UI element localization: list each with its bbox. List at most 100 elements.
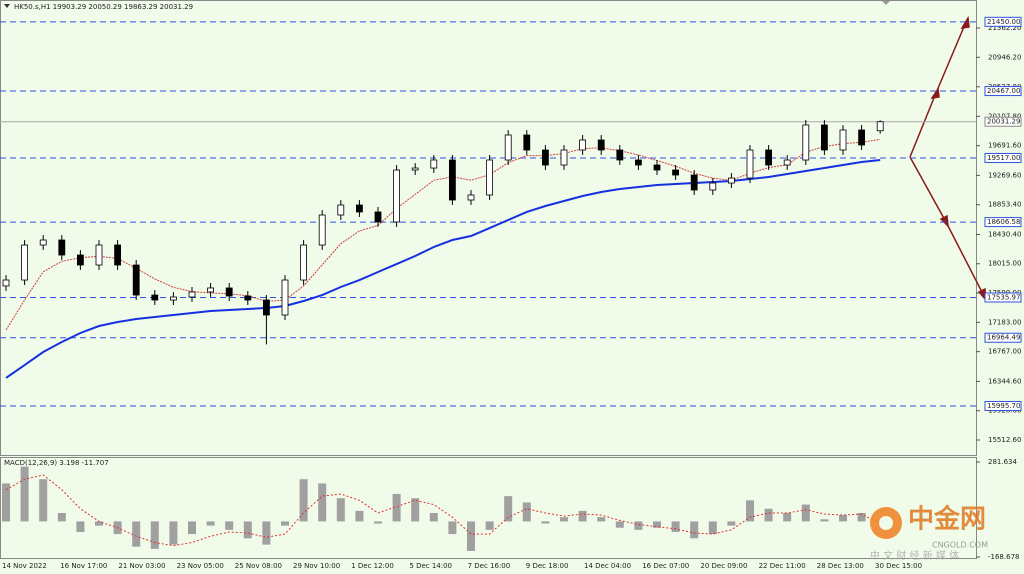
y-tick-label: 20107.80 [988,112,1021,120]
x-tick-label: 14 Nov 2022 [2,562,47,570]
candle-body [876,121,884,132]
y-tick-label: 281.634 [988,458,1017,466]
candle-body [337,204,345,216]
macd-bar [281,521,289,526]
macd-bar [169,521,178,545]
macd-bar [541,521,550,524]
y-tick-label: 18430.40 [988,230,1021,238]
candle-body [411,167,419,171]
candle-body [597,139,605,151]
macd-frame [0,457,977,559]
candle-body [523,134,531,151]
macd-bar [262,521,271,545]
macd-bar [690,521,699,539]
candle-body [188,291,196,298]
level-box [984,292,1022,303]
macd-bar [746,500,754,522]
watermark: 中金网 CNGOLD.COM 中 文 财 经 新 媒 体 [870,504,988,562]
candle-body [672,169,679,176]
x-tick-label: 28 Dec 13:00 [817,562,864,570]
y-tick-label: 16767.00 [988,348,1021,356]
y-tick-label: 15512.60 [988,436,1021,444]
macd-bar [857,512,866,522]
macd-bar [615,521,624,528]
candle-body [802,124,810,161]
candle-body [690,174,698,191]
macd-bar [764,508,773,522]
watermark-site: CNGOLD.COM [932,541,988,550]
candle-body [542,149,549,166]
y-tick-label: 19269.60 [988,171,1021,179]
x-tick-label: 21 Nov 03:00 [118,562,165,570]
macd-bar [225,521,234,530]
y-tick-label: 17183.00 [988,318,1021,326]
macd-bar [188,521,196,535]
candle-body [281,279,289,316]
x-tick-label: 16 Nov 17:00 [60,562,107,570]
level-label: 19517.00 [987,154,1020,162]
level-box [984,86,1022,97]
macd-bar [243,521,252,539]
shift-marker [882,1,890,5]
watermark-name: 中金网 [908,504,986,535]
y-tick-label: 19691.60 [988,142,1021,150]
x-tick-label: 5 Dec 14:00 [409,562,452,570]
macd-bar [95,521,103,526]
candle-body [151,294,159,301]
candle-body [858,129,865,146]
macd-bar [20,466,29,522]
candle-body [95,244,103,266]
macd-bar [57,512,66,522]
x-tick-label: 1 Dec 12:00 [351,562,394,570]
macd-bar [39,479,48,522]
forecast-arrows [909,15,987,303]
candle-body [374,211,382,223]
level-label: 17535.97 [987,293,1020,301]
macd-bar [820,519,829,522]
candle-body [783,159,791,166]
macd-bar [2,483,10,522]
macd-bar [560,517,568,522]
macd-bar [783,512,792,522]
x-tick-label: 9 Dec 18:00 [526,562,569,570]
x-tick-label: 25 Nov 08:00 [235,562,282,570]
macd-bar [578,510,587,522]
candle-body [207,287,215,293]
candle-body [746,149,754,179]
macd-bar [467,521,475,551]
candle-body [616,149,624,161]
menu-icon[interactable] [4,4,10,8]
candle-body [132,264,140,296]
candle-body [39,239,47,246]
candle-body [709,182,717,191]
y-tick-label: -168.678 [988,553,1019,561]
main-frame [0,0,977,456]
macd-bar [299,479,308,522]
candle-body [318,214,326,246]
macd-bar [708,521,717,535]
candle-body [430,159,438,169]
macd-bar [597,517,606,522]
macd-bar [485,521,494,530]
y-tick-label: 18015.00 [988,260,1021,268]
x-tick-label: 7 Dec 16:00 [468,562,511,570]
y-tick-label: 16344.60 [988,377,1021,385]
macd-bar [839,515,847,522]
x-tick-label: 23 Nov 05:00 [177,562,224,570]
candle-body [728,177,735,184]
macd-bar [504,496,513,522]
level-box [984,400,1022,411]
level-label: 20467.00 [987,87,1020,95]
macd-bar [150,521,159,549]
x-tick-label: 14 Dec 04:00 [584,562,631,570]
level-label: 18606.58 [987,218,1020,226]
x-tick-label: 29 Nov 10:00 [293,562,340,570]
candle-body [114,244,121,266]
candle-body [839,129,847,151]
candle-body [393,169,401,223]
macd-bar [634,521,643,530]
candle-body [58,239,66,256]
candle-body [653,164,661,171]
